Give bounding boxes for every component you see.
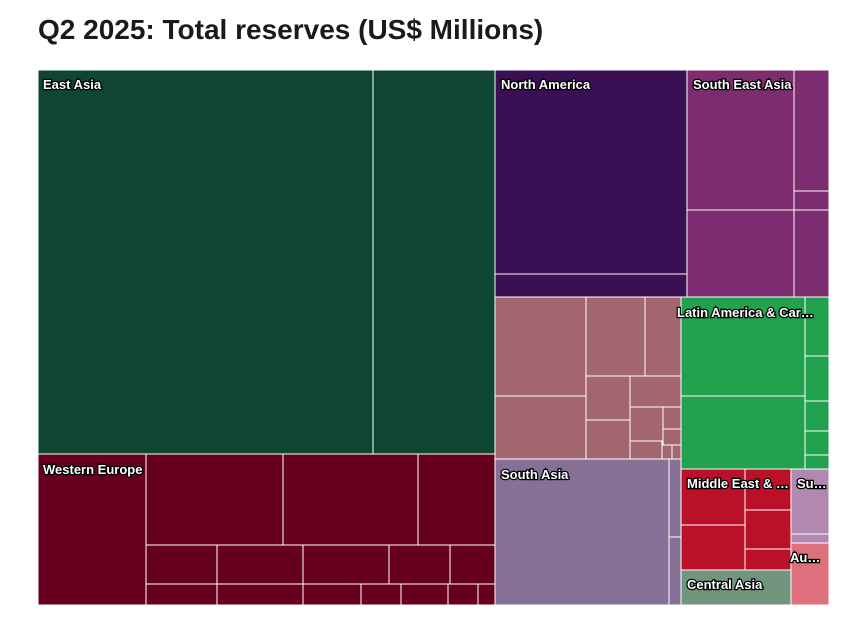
- treemap-label-north-america: North America: [501, 77, 591, 92]
- treemap-tile: [686, 209, 795, 298]
- treemap-tile: [744, 509, 792, 550]
- treemap-tile: [145, 583, 218, 606]
- treemap-tile: [585, 296, 646, 377]
- treemap-tile: [494, 458, 670, 606]
- treemap-tile: [494, 395, 587, 460]
- treemap-group-south-east-asia: [686, 69, 830, 298]
- treemap-tile: [302, 544, 390, 585]
- treemap-tile: [793, 69, 830, 192]
- treemap-group-au: [790, 542, 830, 606]
- treemap-tile: [494, 273, 688, 298]
- treemap-group-south-asia: [494, 458, 682, 606]
- treemap-tile: [680, 296, 806, 397]
- treemap-tile: [494, 69, 688, 275]
- treemap-label-au: Au…: [790, 550, 820, 565]
- treemap-tile: [671, 444, 682, 460]
- treemap-tile: [145, 453, 284, 546]
- treemap-tile: [680, 395, 806, 470]
- treemap-tile: [680, 524, 746, 571]
- treemap-tile: [804, 296, 830, 357]
- treemap-tile: [360, 583, 402, 606]
- treemap-tile: [37, 453, 147, 606]
- treemap-tile: [804, 430, 830, 456]
- treemap-tile: [680, 569, 792, 606]
- treemap-label-latin-america-car: Latin America & Car…: [677, 305, 814, 320]
- treemap-group-north-america: [494, 69, 688, 298]
- treemap-label-su: Su…: [797, 476, 827, 491]
- chart-title: Q2 2025: Total reserves (US$ Millions): [38, 14, 544, 45]
- treemap-tile: [644, 296, 682, 377]
- treemap-tile: [804, 355, 830, 402]
- treemap-tile: [477, 583, 496, 606]
- treemap-tile: [216, 583, 304, 606]
- treemap-tile: [793, 190, 830, 211]
- treemap-tile: [629, 440, 663, 460]
- treemap-group-western-europe: [37, 453, 496, 606]
- treemap-label-south-asia: South Asia: [501, 467, 569, 482]
- treemap-tile: [449, 544, 496, 585]
- treemap-tile: [793, 209, 830, 298]
- treemap-tile: [662, 428, 682, 446]
- treemap-label-middle-east: Middle East & …: [687, 476, 789, 491]
- treemap-group-east-asia: [37, 69, 496, 455]
- treemap-group-central-asia: [680, 569, 792, 606]
- treemap-tile: [585, 419, 631, 460]
- treemap-label-western-europe: Western Europe: [43, 462, 142, 477]
- treemap-tile: [282, 453, 419, 546]
- treemap-tile: [668, 536, 682, 606]
- treemap-tile: [145, 544, 218, 585]
- treemap-tile: [804, 454, 830, 470]
- treemap-tile: [790, 533, 830, 544]
- treemap-label-south-east-asia: South East Asia: [693, 77, 792, 92]
- treemap-tile: [302, 583, 362, 606]
- treemap-tile: [662, 406, 682, 430]
- treemap-tile: [686, 69, 795, 211]
- treemap-tile: [494, 296, 587, 397]
- treemap-tile: [668, 458, 682, 538]
- treemap-group-unlabeled: [494, 296, 682, 460]
- treemap-tile: [388, 544, 451, 585]
- treemap-tile: [372, 69, 496, 455]
- treemap-tile: [417, 453, 496, 546]
- treemap-group-middle-east: [680, 468, 792, 571]
- treemap-tile: [585, 375, 631, 421]
- treemap-group-su: [790, 468, 830, 544]
- treemap-tile: [790, 542, 830, 606]
- treemap-tile: [744, 548, 792, 571]
- treemap-tile: [804, 400, 830, 432]
- treemap-tile: [661, 444, 673, 460]
- treemap-label-east-asia: East Asia: [43, 77, 102, 92]
- treemap-tile: [37, 69, 374, 455]
- treemap-label-central-asia: Central Asia: [687, 577, 763, 592]
- treemap-tile: [629, 375, 682, 408]
- treemap-tile: [447, 583, 479, 606]
- treemap-tile: [400, 583, 449, 606]
- treemap-tile: [216, 544, 304, 585]
- treemap-tile: [629, 406, 664, 442]
- treemap-group-latin-america-car: [680, 296, 830, 470]
- treemap-tile: [680, 468, 746, 526]
